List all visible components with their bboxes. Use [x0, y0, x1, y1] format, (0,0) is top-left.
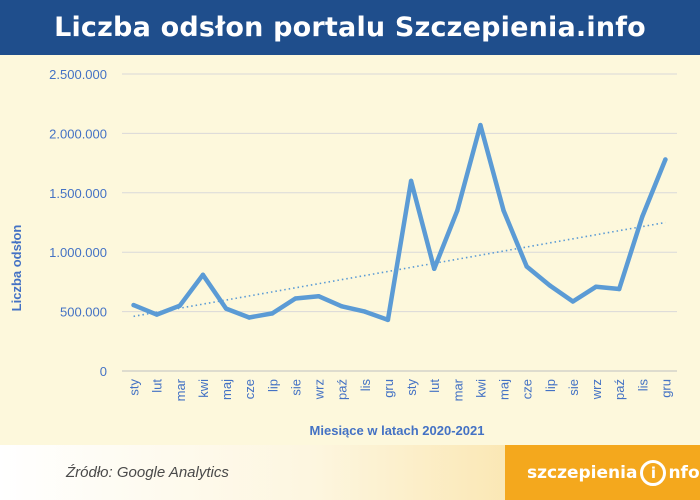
source-note: Źródło: Google Analytics	[66, 464, 229, 481]
x-axis-ticks: sty lut mar kwi maj cze lip sie wrz paź lis gru sty l…	[127, 378, 674, 401]
data-point	[593, 284, 599, 289]
logo: szczepienia i nfo	[505, 445, 700, 500]
page-title: Liczba odsłon portalu Szczepienia.info	[54, 12, 646, 43]
data-point	[385, 317, 391, 323]
x-tick-label: paź	[335, 379, 350, 400]
data-point	[339, 304, 344, 309]
data-point	[177, 303, 183, 308]
x-tick-label: gru	[658, 379, 673, 398]
data-point	[616, 286, 622, 292]
x-tick-label: cze	[242, 379, 257, 399]
chart-area: 0 500.000 1.000.000 1.500.000 2.000.000 2.500…	[0, 55, 700, 445]
x-tick-label: lut	[150, 379, 165, 393]
x-tick-label: sty	[127, 379, 142, 396]
y-tick-label: 1.500.000	[49, 186, 107, 201]
data-point	[431, 266, 437, 272]
logo-icon-letter: i	[650, 463, 657, 482]
data-point	[362, 309, 368, 314]
x-tick-label: kwi	[196, 379, 211, 398]
x-tick-label: sie	[288, 379, 303, 396]
data-point	[547, 283, 553, 288]
x-tick-label: sie	[566, 379, 581, 396]
data-point	[293, 296, 298, 301]
y-tick-label: 2.500.000	[49, 67, 107, 82]
x-tick-label: maj	[497, 379, 512, 400]
x-tick-label: lip	[543, 379, 558, 392]
data-point	[246, 315, 252, 320]
footer: Źródło: Google Analytics szczepienia i n…	[0, 445, 700, 500]
y-axis-ticks: 0 500.000 1.000.000 1.500.000 2.000.000 2.500…	[49, 67, 107, 379]
data-point	[455, 208, 460, 213]
x-tick-label: mar	[173, 378, 188, 401]
x-tick-label: cze	[520, 379, 535, 399]
x-tick-label: kwi	[473, 379, 488, 398]
y-axis-label: Liczba odsłon	[9, 225, 24, 312]
data-point	[270, 311, 275, 316]
x-tick-label: gru	[381, 379, 396, 398]
x-tick-label: wrz	[589, 379, 604, 400]
x-axis-label: Miesiące w latach 2020-2021	[310, 423, 485, 438]
y-tick-label: 0	[100, 364, 107, 379]
x-tick-label: wrz	[312, 379, 327, 400]
x-tick-label: mar	[450, 378, 465, 401]
data-points	[131, 122, 668, 323]
x-tick-label: lip	[265, 379, 280, 392]
x-tick-label: lut	[427, 379, 442, 393]
y-tick-label: 500.000	[60, 305, 107, 320]
plot-background	[0, 55, 700, 445]
x-tick-label: sty	[404, 379, 419, 396]
data-point	[223, 306, 229, 311]
title-bar: Liczba odsłon portalu Szczepienia.info	[0, 0, 700, 55]
data-point	[640, 214, 645, 219]
data-point	[131, 302, 136, 308]
data-point	[524, 264, 529, 269]
x-tick-label: paź	[612, 379, 627, 400]
info-circle-icon: i	[640, 459, 667, 486]
data-point	[408, 178, 414, 184]
data-point	[501, 208, 506, 213]
x-tick-label: lis	[358, 379, 373, 392]
logo-text: szczepienia	[527, 462, 638, 483]
series-line	[131, 122, 668, 323]
data-point	[200, 272, 206, 277]
data-point	[154, 312, 159, 317]
line-chart: 0 500.000 1.000.000 1.500.000 2.000.000 2.500…	[0, 55, 700, 445]
x-tick-label: lis	[635, 379, 650, 392]
y-tick-label: 1.000.000	[49, 245, 107, 260]
x-tick-label: maj	[219, 379, 234, 400]
data-point	[478, 122, 483, 128]
data-point	[570, 299, 576, 304]
logo-suffix: nfo	[668, 462, 700, 483]
y-tick-label: 2.000.000	[49, 126, 107, 141]
data-point	[316, 293, 321, 299]
data-point	[663, 157, 668, 162]
